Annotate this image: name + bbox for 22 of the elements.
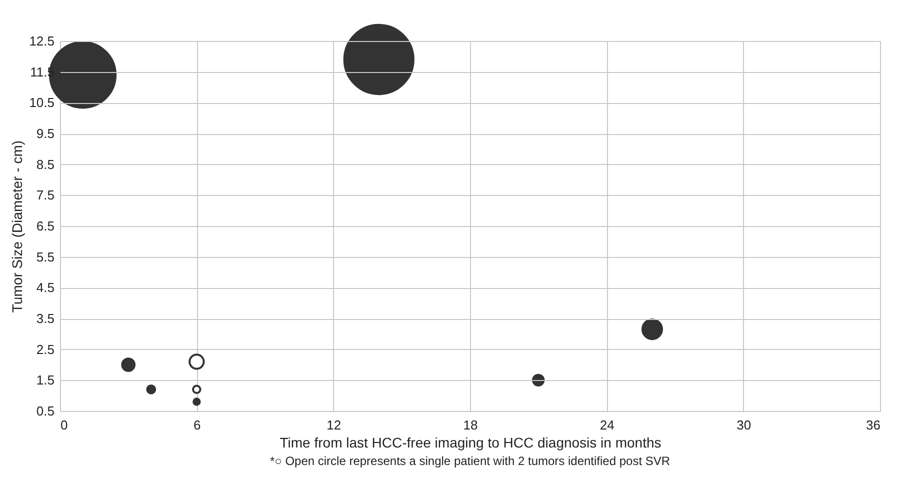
x-tick-label: 6: [194, 418, 201, 432]
y-tick-label: 8.5: [36, 156, 54, 172]
y-tick-label: 5.5: [36, 249, 54, 264]
y-axis-title: Tumor Size (Diameter - cm): [9, 140, 26, 313]
x-tick-label: 18: [463, 418, 478, 432]
y-tick-label: 12.5: [29, 34, 54, 48]
y-tick-label: 6.5: [36, 218, 54, 234]
y-tick-label: 2.5: [36, 342, 54, 357]
x-tick-label: 0: [60, 418, 68, 432]
x-tick-label: 24: [600, 418, 614, 432]
y-tick-label: 9.5: [36, 126, 54, 141]
y-tick-label: 1.5: [36, 372, 54, 388]
y-tick-label: 10.5: [29, 95, 54, 110]
y-tick-label: 3.5: [36, 311, 54, 326]
x-tick-label: 36: [866, 418, 880, 432]
x-tick-label: 30: [736, 418, 752, 432]
x-axis-title: Time from last HCC-free imaging to HCC diagnosis in months: [280, 434, 662, 450]
x-tick-label: 12: [326, 418, 342, 432]
y-tick-label: 4.5: [36, 280, 54, 296]
y-tick-label: 0.5: [36, 404, 54, 418]
y-tick-label: 7.5: [36, 188, 54, 203]
text: *○ Open circle represents a single patient with 2 tumors identified post SVR: [270, 454, 670, 468]
